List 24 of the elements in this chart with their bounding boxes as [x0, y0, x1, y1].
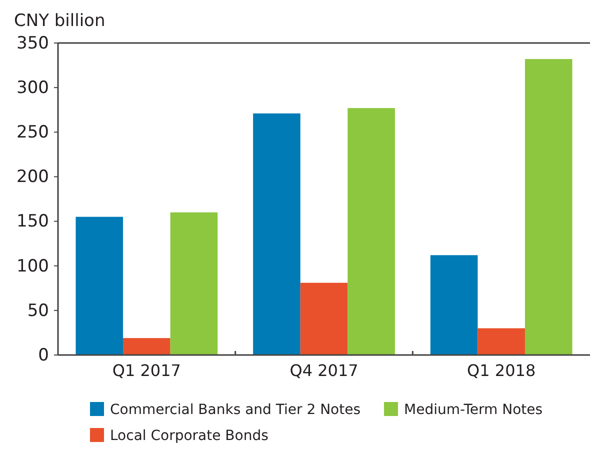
bar [76, 216, 124, 355]
legend-label: Medium-Term Notes [404, 402, 543, 418]
y-tick-label: 0 [38, 345, 49, 366]
y-tick-label: 200 [16, 167, 49, 188]
bar [170, 212, 218, 355]
y-axis-title: CNY billion [14, 11, 106, 31]
y-tick-label: 150 [16, 212, 49, 232]
y-tick-label: 300 [16, 78, 49, 98]
bar [478, 328, 525, 355]
bar [430, 255, 478, 355]
bar [300, 282, 348, 355]
bar [348, 108, 395, 355]
x-tick-label: Q1 2018 [467, 361, 536, 380]
legend-label: Commercial Banks and Tier 2 Notes [110, 402, 361, 418]
bar [123, 338, 170, 355]
y-tick-label: 350 [16, 33, 49, 54]
y-tick-label: 250 [16, 122, 49, 143]
legend-label: Local Corporate Bonds [110, 428, 268, 444]
bar [253, 113, 300, 355]
x-tick-label: Q4 2017 [290, 361, 358, 380]
x-tick-label: Q1 2017 [112, 361, 181, 380]
y-tick-label: 50 [27, 300, 49, 321]
bar [524, 59, 572, 355]
y-tick-label: 100 [16, 256, 49, 276]
